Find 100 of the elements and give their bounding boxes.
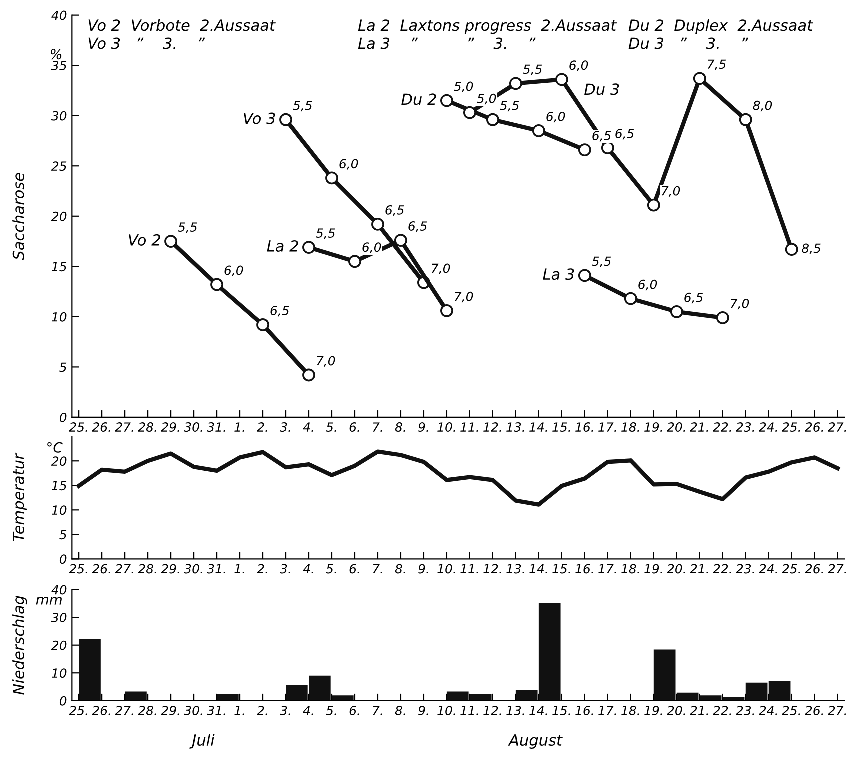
- y-tick-label: 30: [51, 111, 67, 121]
- x-tick-label: 25.: [782, 564, 800, 574]
- annotation: 6,5: [616, 129, 634, 140]
- x-tick-label: 13.: [506, 422, 524, 432]
- x-tick-label: 27.: [115, 564, 134, 574]
- series-label: La 2: [267, 240, 298, 252]
- point: [372, 218, 384, 231]
- x-tick-label: 19.: [644, 422, 662, 432]
- point: [280, 113, 292, 126]
- series-label: Vo 2: [129, 234, 160, 246]
- annotation: Vo 2 Vorbote 2.Aussaat: [88, 19, 276, 32]
- point: [578, 144, 592, 156]
- x-tick-label: 9.: [418, 564, 428, 574]
- point: [647, 198, 660, 212]
- text: Juli: [190, 734, 215, 749]
- x-tick-label: 7.: [373, 564, 382, 574]
- point: [440, 304, 454, 318]
- annotation: La 3 ” ” 3. ”: [358, 38, 536, 50]
- bar: [700, 696, 722, 701]
- x-tick-label: 19.: [644, 706, 662, 716]
- y-tick-label: 10: [52, 668, 67, 678]
- x-tick-label: 2.: [257, 422, 268, 432]
- x-tick-label: 22.: [712, 706, 732, 716]
- x-tick-label: 11.: [460, 422, 478, 432]
- y-tick-label: 30: [51, 613, 67, 623]
- x-tick-label: 3.: [280, 706, 290, 716]
- point: [693, 72, 706, 86]
- annotation: 7,0: [317, 356, 336, 367]
- annotation: 5,5: [500, 101, 520, 112]
- x-tick-label: 17.: [598, 422, 616, 432]
- x-tick-label: 19.: [644, 564, 662, 574]
- x-tick-label: 3.: [280, 564, 290, 574]
- y-tick-label: 40: [52, 10, 67, 20]
- annotation: 5,0: [454, 82, 474, 93]
- x-tick-label: 22.: [712, 422, 732, 432]
- x-tick-label: 1.: [234, 422, 244, 432]
- annotation: 5,5: [316, 228, 336, 240]
- x-tick-label: 21.: [690, 564, 708, 574]
- text: °C: [48, 442, 63, 453]
- x-tick-label: 23.: [736, 706, 754, 716]
- x-tick-label: 21.: [690, 706, 708, 716]
- y-tick-label: 15: [52, 481, 67, 491]
- x-tick-label: 27.: [115, 422, 134, 432]
- annotation: Du 2 Duplex 2.Aussaat: [628, 19, 814, 34]
- point: [302, 368, 316, 382]
- annotation: 5,5: [293, 101, 312, 112]
- x-tick-label: 28.: [138, 564, 156, 574]
- annotation: 6,5: [408, 222, 428, 232]
- x-tick-label: 11.: [460, 564, 478, 574]
- x-tick-label: 9.: [418, 422, 428, 432]
- x-tick-label: 2.: [257, 706, 268, 716]
- x-tick-label: 5.: [326, 564, 336, 574]
- annotation: 7,0: [730, 298, 750, 310]
- x-tick-label: 11.: [460, 706, 478, 716]
- x-tick-label: 14.: [530, 706, 548, 716]
- x-tick-label: 12.: [484, 706, 502, 716]
- x-tick-label: 16.: [576, 422, 594, 432]
- x-tick-label: 26.: [804, 422, 824, 432]
- point: [164, 235, 178, 248]
- x-tick-label: 3.: [280, 422, 290, 432]
- x-tick-label: 26.: [92, 422, 110, 432]
- point: [509, 77, 522, 90]
- x-tick-label: 6.: [350, 564, 360, 574]
- x-tick-label: 14.: [530, 422, 548, 432]
- bar: [125, 692, 147, 701]
- point: [326, 172, 338, 185]
- annotation: 7,5: [708, 60, 726, 70]
- x-tick-label: 26.: [804, 564, 824, 574]
- point: [739, 113, 752, 126]
- x-tick-label: 5.: [326, 422, 336, 432]
- x-tick-label: 30.: [184, 706, 202, 716]
- text: August: [508, 734, 563, 749]
- series-label: Du 3: [584, 84, 620, 96]
- annotation: 6,0: [340, 159, 358, 170]
- point: [302, 241, 316, 254]
- point: [210, 278, 224, 292]
- x-tick-label: 10.: [438, 706, 456, 716]
- annotation: 6,0: [224, 266, 244, 276]
- bar: [217, 694, 239, 701]
- x-tick-label: 31.: [207, 564, 226, 574]
- x-tick-label: 25.: [782, 422, 800, 432]
- point: [670, 305, 684, 318]
- x-tick-label: 10.: [438, 422, 456, 432]
- x-tick-label: 16.: [576, 706, 594, 716]
- point: [394, 234, 408, 247]
- x-tick-label: 25.: [69, 564, 88, 574]
- x-tick-label: 7.: [373, 706, 382, 716]
- point: [716, 311, 730, 324]
- line-series: [76, 450, 840, 507]
- x-tick-label: 17.: [598, 706, 616, 716]
- y-tick-label: 10: [52, 506, 67, 516]
- y-tick-label: 0: [60, 412, 67, 422]
- x-tick-label: 4.: [303, 422, 314, 432]
- x-tick-label: 25.: [782, 706, 800, 716]
- point: [440, 94, 454, 108]
- x-tick-label: 31.: [207, 706, 226, 716]
- x-tick-label: 27.: [828, 422, 846, 432]
- text: mm: [36, 596, 62, 605]
- y-axis-title: Temperatur: [13, 452, 28, 542]
- x-tick-label: 1.: [234, 564, 244, 574]
